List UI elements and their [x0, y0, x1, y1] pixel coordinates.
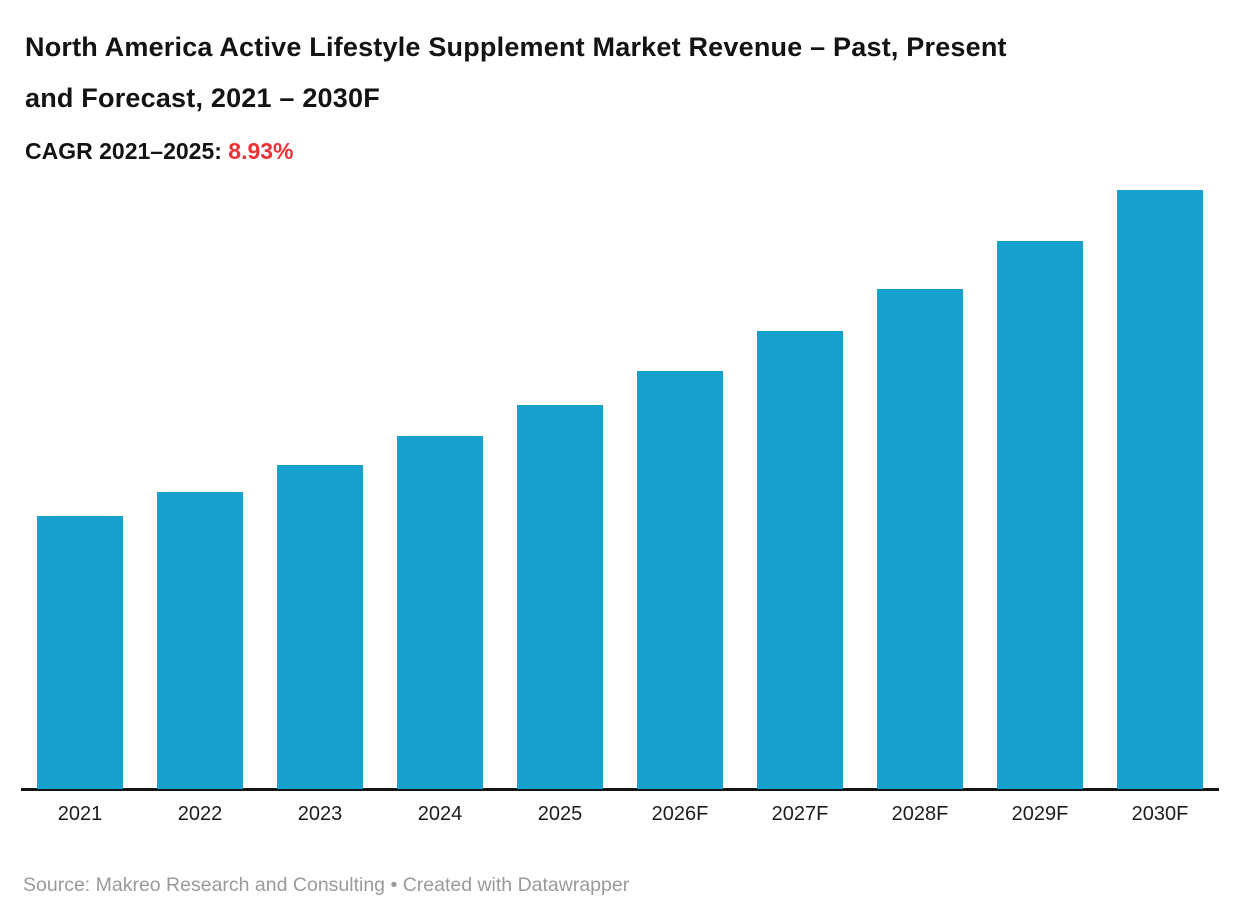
x-tick-2021: 2021 — [57, 803, 103, 825]
bar-2028F — [877, 289, 963, 789]
bar-2025 — [517, 405, 603, 789]
x-tick-2026F: 2026F — [651, 803, 709, 825]
x-tick-2028F: 2028F — [891, 803, 949, 825]
cagr-subtitle: CAGR 2021–2025: 8.93% — [25, 138, 1007, 165]
x-axis-line — [21, 788, 1219, 791]
bar-2029F — [997, 241, 1083, 789]
bar-2022 — [157, 492, 243, 789]
bar-2030F — [1117, 190, 1203, 789]
x-tick-2022: 2022 — [177, 803, 223, 825]
bar-2023 — [277, 465, 363, 789]
cagr-value: 8.93% — [228, 138, 294, 164]
x-tick-2029F: 2029F — [1011, 803, 1069, 825]
cagr-label: CAGR 2021–2025: — [25, 138, 222, 164]
x-tick-2027F: 2027F — [771, 803, 829, 825]
x-tick-2024: 2024 — [417, 803, 463, 825]
chart-header: North America Active Lifestyle Supplemen… — [25, 22, 1007, 165]
chart-title-line2: and Forecast, 2021 – 2030F — [25, 83, 380, 113]
chart-title: North America Active Lifestyle Supplemen… — [25, 22, 1007, 124]
x-tick-2023: 2023 — [297, 803, 343, 825]
x-tick-2025: 2025 — [537, 803, 583, 825]
bar-2026F — [637, 371, 723, 789]
bar-2021 — [37, 516, 123, 789]
chart-title-line1: North America Active Lifestyle Supplemen… — [25, 32, 1007, 62]
bar-2024 — [397, 436, 483, 789]
x-tick-2030F: 2030F — [1131, 803, 1189, 825]
source-attribution: Source: Makreo Research and Consulting •… — [23, 874, 630, 896]
bar-2027F — [757, 331, 843, 789]
